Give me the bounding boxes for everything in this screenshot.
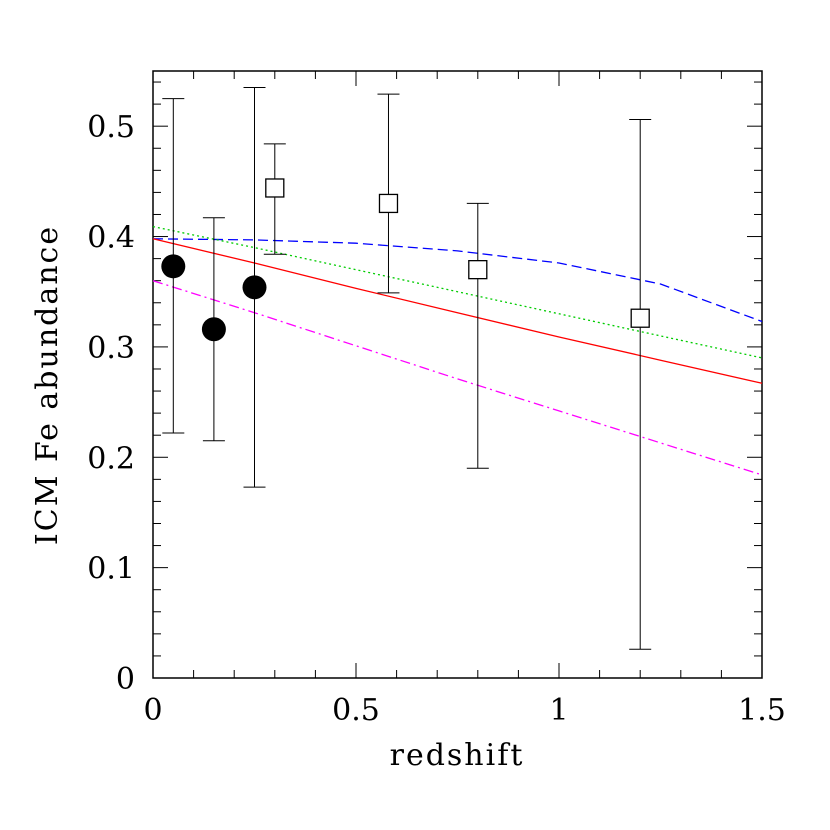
data-point-filled-circle xyxy=(201,317,226,342)
y-tick-label: 0.3 xyxy=(87,331,135,366)
data-point-open-square xyxy=(378,193,399,214)
y-tick-label: 0 xyxy=(116,662,135,697)
data-point-open-square xyxy=(265,178,285,198)
y-axis-label: ICM Fe abundance xyxy=(30,225,65,545)
y-tick-label: 0.4 xyxy=(87,221,135,256)
x-axis-label: redshift xyxy=(390,738,525,773)
model-curve-dash-dot xyxy=(152,280,763,476)
x-tick-label: 1.5 xyxy=(738,693,786,728)
plot-frame xyxy=(152,70,763,679)
model-curve-dashed xyxy=(152,238,763,323)
data-point-open-square xyxy=(468,260,488,280)
x-tick-label: 0 xyxy=(143,693,162,728)
plot-area-border xyxy=(152,70,763,679)
y-tick-label: 0.1 xyxy=(87,552,135,587)
data-point-filled-circle xyxy=(242,275,267,300)
data-point-filled-circle xyxy=(161,254,186,279)
x-tick-label: 1 xyxy=(549,693,568,728)
axis-ticks xyxy=(152,71,763,679)
tick-labels: 0 0.5 1 1.5 0 0.1 0.2 0.3 0.4 0.5 xyxy=(87,110,786,728)
x-tick-label: 0.5 xyxy=(332,693,380,728)
data-points xyxy=(161,87,652,650)
model-curves xyxy=(152,225,763,476)
model-curve-dotted xyxy=(152,225,763,359)
model-curve-solid xyxy=(152,238,763,384)
y-tick-label: 0.2 xyxy=(87,441,135,476)
data-point-open-square xyxy=(630,308,650,328)
y-tick-label: 0.5 xyxy=(87,110,135,145)
